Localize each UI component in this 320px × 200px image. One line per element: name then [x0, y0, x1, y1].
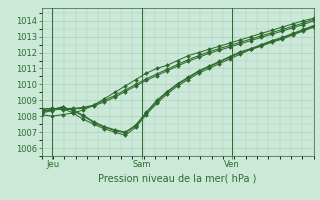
X-axis label: Pression niveau de la mer( hPa ): Pression niveau de la mer( hPa ): [99, 173, 257, 183]
